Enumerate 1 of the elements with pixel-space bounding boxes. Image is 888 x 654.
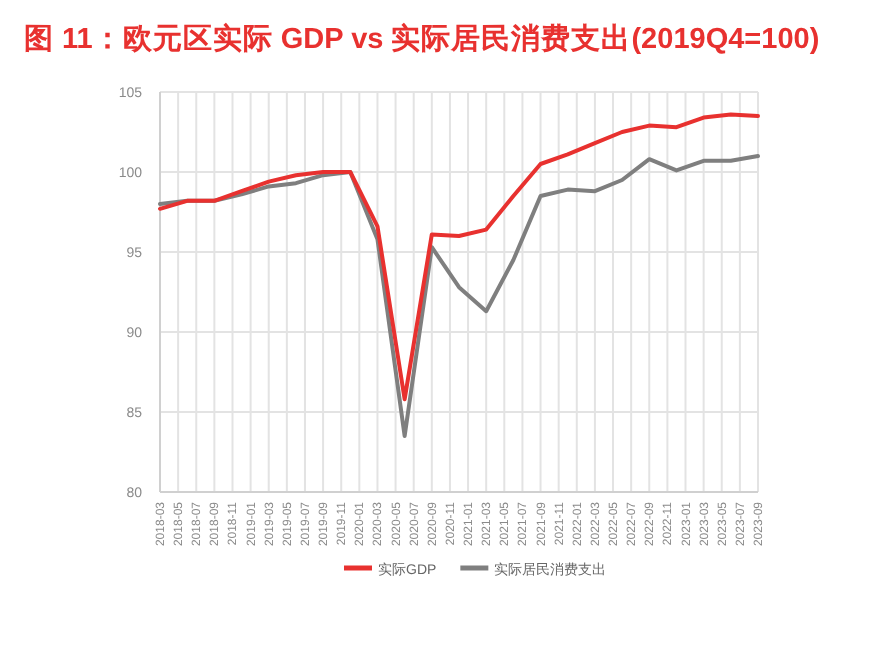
- title: 图 11：欧元区实际 GDP vs 实际居民消费支出(2019Q4=100): [24, 24, 820, 56]
